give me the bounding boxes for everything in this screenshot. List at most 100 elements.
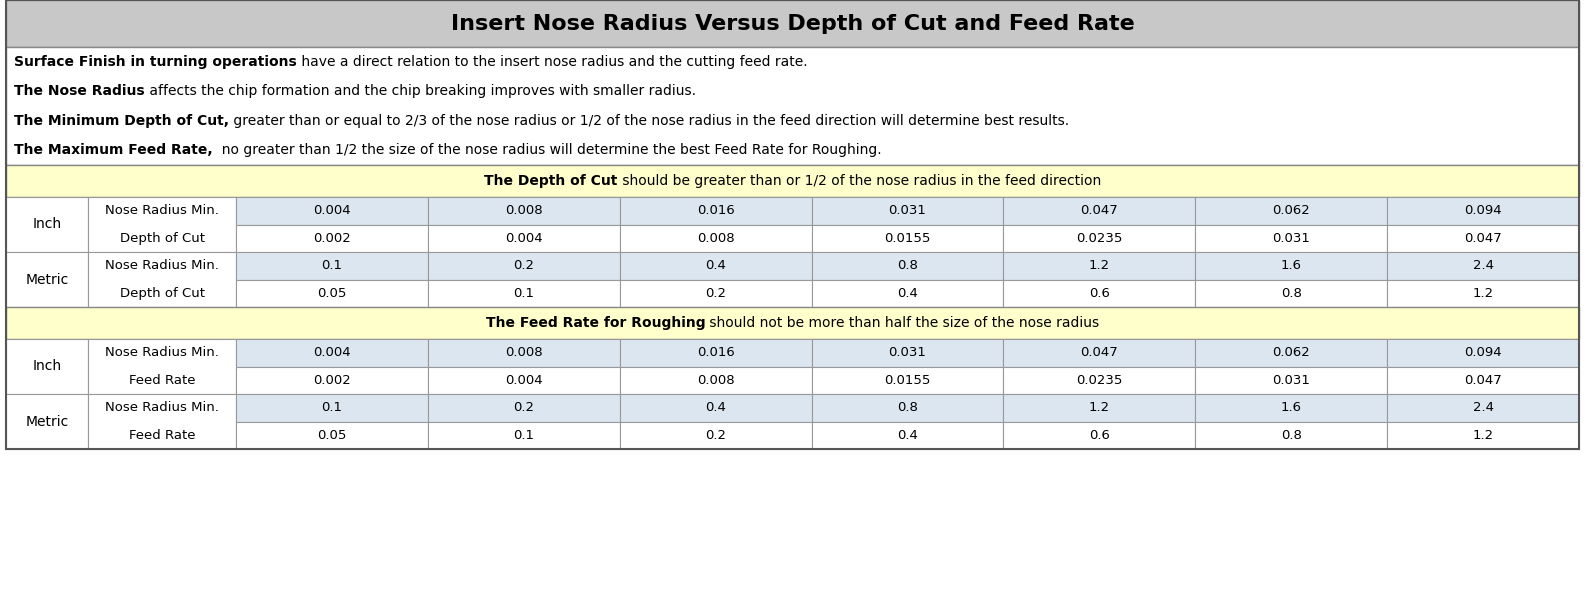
Bar	[236, 280, 428, 307]
Text: 0.031: 0.031	[1273, 232, 1311, 245]
Bar	[89, 252, 236, 307]
Bar	[812, 197, 1003, 225]
Text: 0.2: 0.2	[705, 429, 726, 442]
Text: 0.1: 0.1	[514, 287, 534, 300]
Bar	[1387, 339, 1579, 366]
Bar	[620, 197, 812, 225]
Text: have a direct relation to the insert nose radius and the cutting feed rate.: have a direct relation to the insert nos…	[296, 55, 807, 69]
Text: 2.4: 2.4	[1472, 401, 1493, 414]
Text: 0.047: 0.047	[1465, 232, 1503, 245]
Text: 0.1: 0.1	[322, 401, 342, 414]
Text: 0.031: 0.031	[1273, 373, 1311, 387]
Text: Insert Nose Radius Versus Depth of Cut and Feed Rate: Insert Nose Radius Versus Depth of Cut a…	[450, 14, 1135, 34]
Bar	[1195, 394, 1387, 421]
Bar	[6, 0, 1579, 449]
Bar	[236, 339, 428, 366]
Text: 1.6: 1.6	[1281, 401, 1301, 414]
Bar	[1387, 366, 1579, 394]
Bar	[1387, 421, 1579, 449]
Bar	[428, 421, 620, 449]
Text: 0.6: 0.6	[1089, 429, 1109, 442]
Text: 0.4: 0.4	[897, 287, 918, 300]
Bar	[428, 225, 620, 252]
Bar	[89, 197, 236, 252]
Bar	[236, 252, 428, 280]
Text: 0.6: 0.6	[1089, 287, 1109, 300]
Bar	[1003, 421, 1195, 449]
Bar	[1003, 225, 1195, 252]
Bar	[428, 197, 620, 225]
Bar	[812, 280, 1003, 307]
Bar	[1387, 225, 1579, 252]
Text: 0.062: 0.062	[1273, 346, 1311, 359]
Bar	[89, 394, 236, 449]
Bar	[620, 252, 812, 280]
Text: 0.094: 0.094	[1465, 204, 1503, 217]
Text: 0.2: 0.2	[514, 259, 534, 272]
Bar	[1003, 339, 1195, 366]
Text: 0.031: 0.031	[889, 204, 927, 217]
Text: should be greater than or 1/2 of the nose radius in the feed direction: should be greater than or 1/2 of the nos…	[618, 174, 1102, 188]
Text: 0.004: 0.004	[314, 346, 350, 359]
Bar	[6, 197, 89, 252]
Text: 1.6: 1.6	[1281, 259, 1301, 272]
Bar	[428, 280, 620, 307]
Text: Inch: Inch	[32, 218, 62, 231]
Bar	[236, 225, 428, 252]
Bar	[1003, 197, 1195, 225]
Bar	[620, 394, 812, 421]
Text: 0.4: 0.4	[705, 401, 726, 414]
Text: Nose Radius Min.: Nose Radius Min.	[105, 346, 219, 359]
Bar	[6, 394, 89, 449]
Bar	[812, 394, 1003, 421]
Bar	[812, 421, 1003, 449]
Text: should not be more than half the size of the nose radius: should not be more than half the size of…	[705, 316, 1100, 330]
Text: 0.05: 0.05	[317, 429, 347, 442]
Bar	[6, 252, 89, 307]
Text: Nose Radius Min.: Nose Radius Min.	[105, 204, 219, 217]
Bar	[620, 225, 812, 252]
Bar	[1195, 421, 1387, 449]
Text: 0.016: 0.016	[697, 346, 734, 359]
Text: Inch: Inch	[32, 359, 62, 373]
Text: 0.047: 0.047	[1081, 346, 1119, 359]
Text: greater than or equal to 2/3 of the nose radius or 1/2 of the nose radius in the: greater than or equal to 2/3 of the nose…	[228, 114, 1070, 128]
Bar	[1387, 280, 1579, 307]
Bar	[812, 366, 1003, 394]
Text: 0.047: 0.047	[1081, 204, 1119, 217]
Bar	[812, 225, 1003, 252]
Text: Surface Finish in turning operations: Surface Finish in turning operations	[14, 55, 296, 69]
Bar	[236, 421, 428, 449]
Bar	[1387, 252, 1579, 280]
Text: no greater than 1/2 the size of the nose radius will determine the best Feed Rat: no greater than 1/2 the size of the nose…	[212, 143, 881, 158]
Bar	[428, 394, 620, 421]
Text: 0.8: 0.8	[897, 401, 918, 414]
Text: 0.4: 0.4	[705, 259, 726, 272]
Text: affects the chip formation and the chip breaking improves with smaller radius.: affects the chip formation and the chip …	[144, 84, 696, 99]
Bar	[620, 339, 812, 366]
Text: 0.047: 0.047	[1465, 373, 1503, 387]
Text: Nose Radius Min.: Nose Radius Min.	[105, 259, 219, 272]
Text: 0.0155: 0.0155	[884, 373, 930, 387]
Text: Feed Rate: Feed Rate	[128, 373, 195, 387]
Text: 0.0235: 0.0235	[1076, 373, 1122, 387]
Text: 0.05: 0.05	[317, 287, 347, 300]
Bar	[812, 339, 1003, 366]
Bar	[1003, 394, 1195, 421]
Bar	[6, 307, 1579, 339]
Bar	[89, 339, 236, 394]
Text: 0.008: 0.008	[506, 204, 542, 217]
Text: Metric: Metric	[25, 415, 68, 428]
Bar	[236, 394, 428, 421]
Text: 1.2: 1.2	[1472, 287, 1493, 300]
Text: 0.1: 0.1	[322, 259, 342, 272]
Bar	[1195, 339, 1387, 366]
Text: 0.002: 0.002	[314, 373, 350, 387]
Text: Feed Rate: Feed Rate	[128, 429, 195, 442]
Text: 0.004: 0.004	[314, 204, 350, 217]
Bar	[1387, 394, 1579, 421]
Text: 0.8: 0.8	[1281, 429, 1301, 442]
Text: 0.016: 0.016	[697, 204, 734, 217]
Bar	[1195, 366, 1387, 394]
Bar	[1195, 252, 1387, 280]
